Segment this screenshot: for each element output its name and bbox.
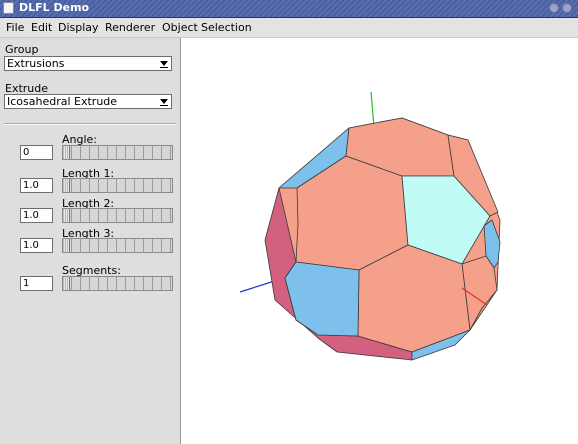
menu-selection[interactable]: Selection xyxy=(201,21,252,34)
slider-handle[interactable] xyxy=(63,179,70,192)
angle-field[interactable]: 0 xyxy=(20,145,53,160)
group-dropdown[interactable]: Extrusions xyxy=(4,56,172,71)
y-axis xyxy=(370,91,375,128)
chevron-down-icon xyxy=(160,61,168,66)
menu-file[interactable]: File xyxy=(6,21,25,34)
length3-field[interactable]: 1.0 xyxy=(20,238,53,253)
slider-handle[interactable] xyxy=(63,277,70,290)
menu-display[interactable]: Display xyxy=(58,21,99,34)
angle-slider[interactable] xyxy=(62,145,173,160)
length1-label: Length 1: xyxy=(62,167,115,180)
face-blue xyxy=(284,261,360,337)
segments-field[interactable]: 1 xyxy=(20,276,53,291)
menu-object[interactable]: Object xyxy=(162,21,198,34)
close-button[interactable] xyxy=(562,3,572,13)
app-icon xyxy=(3,2,14,14)
length3-label: Length 3: xyxy=(62,227,115,240)
window-title: DLFL Demo xyxy=(19,1,90,14)
slider-handle[interactable] xyxy=(63,209,70,222)
face-salmon xyxy=(447,134,499,217)
scene-canvas[interactable] xyxy=(181,38,578,444)
segments-slider[interactable] xyxy=(62,276,173,291)
face-cyan xyxy=(401,175,491,265)
slider-handle[interactable] xyxy=(63,146,70,159)
3d-viewport[interactable] xyxy=(181,38,578,444)
control-panel: Group Extrusions Extrude Icosahedral Ext… xyxy=(0,38,181,444)
length3-slider[interactable] xyxy=(62,238,173,253)
extrude-label: Extrude xyxy=(5,82,49,95)
length1-slider[interactable] xyxy=(62,178,173,193)
minimize-button[interactable] xyxy=(549,3,559,13)
slider-handle[interactable] xyxy=(63,239,70,252)
segments-label: Segments: xyxy=(62,264,121,277)
extrude-dropdown-value: Icosahedral Extrude xyxy=(7,95,118,108)
chevron-down-icon xyxy=(160,99,168,104)
title-bar: DLFL Demo xyxy=(0,0,578,18)
menu-bar: File Edit Display Renderer Object Select… xyxy=(0,18,578,38)
x-axis xyxy=(461,287,488,306)
length2-label: Length 2: xyxy=(62,197,115,210)
extrude-dropdown[interactable]: Icosahedral Extrude xyxy=(4,94,172,109)
menu-edit[interactable]: Edit xyxy=(31,21,53,34)
group-label: Group xyxy=(5,43,39,56)
length2-slider[interactable] xyxy=(62,208,173,223)
menu-renderer[interactable]: Renderer xyxy=(105,21,156,34)
group-dropdown-value: Extrusions xyxy=(7,57,65,70)
length1-field[interactable]: 1.0 xyxy=(20,178,53,193)
face-blue xyxy=(411,329,471,361)
divider xyxy=(4,123,176,125)
angle-label: Angle: xyxy=(62,133,98,146)
length2-field[interactable]: 1.0 xyxy=(20,208,53,223)
